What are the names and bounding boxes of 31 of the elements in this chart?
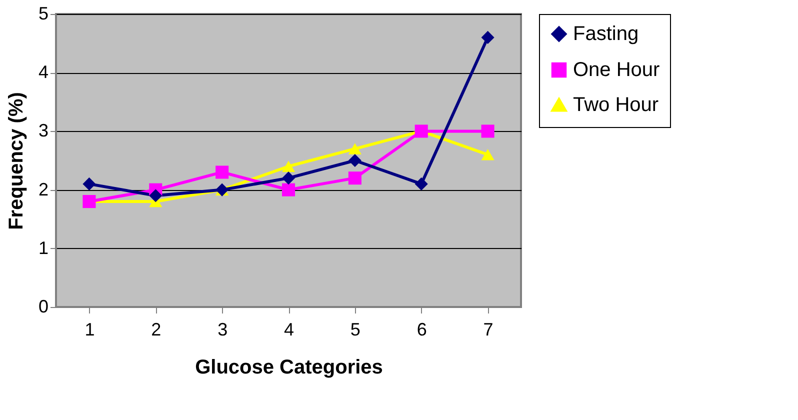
point — [348, 172, 362, 185]
y-axis-title: Frequency (%) — [5, 92, 28, 230]
point — [82, 177, 96, 190]
x-axis-title: Glucose Categories — [195, 356, 383, 378]
point — [348, 154, 362, 168]
y-tick-label: 0 — [38, 296, 48, 316]
legend-label: One Hour — [573, 59, 660, 81]
y-tick-label: 1 — [38, 238, 48, 258]
legend-label: Two Hour — [573, 94, 659, 116]
point — [282, 183, 296, 196]
point — [282, 160, 296, 172]
point — [481, 124, 494, 138]
y-tick-label: 4 — [38, 62, 48, 82]
point — [282, 172, 296, 185]
x-tick-label: 5 — [350, 320, 360, 340]
x-tick-label: 4 — [284, 320, 294, 340]
point — [216, 166, 229, 179]
y-tick-label: 2 — [38, 179, 48, 200]
x-tick-label: 6 — [416, 320, 427, 340]
point — [149, 189, 162, 202]
legend-label: Fasting — [573, 23, 639, 45]
y-tick-label: 5 — [38, 4, 48, 24]
point — [348, 143, 362, 154]
x-tick-label: 7 — [483, 320, 494, 340]
point — [481, 30, 494, 44]
x-tick-label: 3 — [218, 320, 228, 340]
y-tick-label: 3 — [38, 120, 48, 141]
x-tick-label: 2 — [151, 320, 162, 340]
x-tick-label: 1 — [84, 320, 95, 340]
point — [414, 177, 428, 190]
point — [481, 148, 494, 160]
